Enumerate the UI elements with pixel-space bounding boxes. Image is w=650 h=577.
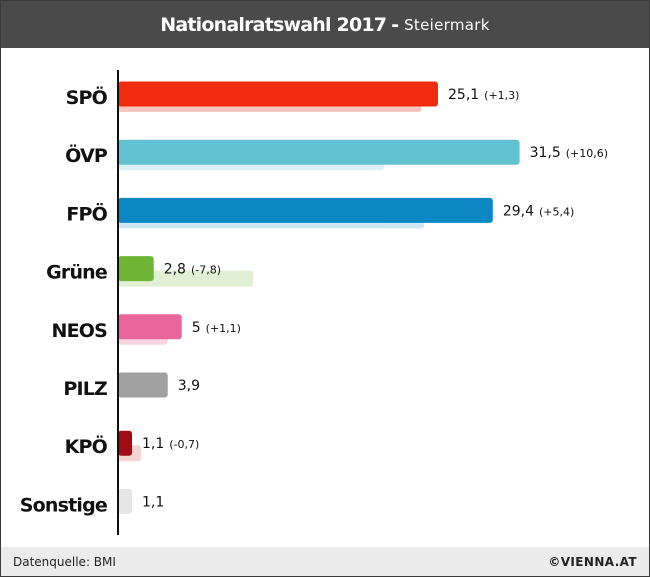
chart-subtitle: Steiermark xyxy=(404,15,490,34)
bar-sonstige xyxy=(118,488,133,514)
title-separator: - xyxy=(391,13,400,36)
category-label-neos: NEOS xyxy=(51,320,107,342)
brand-logo: ©VIENNA.AT xyxy=(548,554,637,569)
value-label-sonstige: 1,1 xyxy=(142,494,164,510)
chart-title: Nationalratswahl 2017 xyxy=(160,13,387,36)
value-number-sonstige: 1,1 xyxy=(142,494,164,510)
value-label-gruene: 2,8 (-7,8) xyxy=(164,262,221,278)
value-number-spoe: 25,1 xyxy=(448,87,479,103)
chart-footer: Datenquelle: BMI ©VIENNA.AT xyxy=(1,547,649,576)
value-label-kpoe: 1,1 (-0,7) xyxy=(142,436,199,452)
change-label-kpoe: (-0,7) xyxy=(169,438,199,451)
category-label-oevp: ÖVP xyxy=(65,143,108,167)
value-label-spoe: 25,1 (+1,3) xyxy=(448,87,519,103)
bar-neos xyxy=(118,314,182,340)
data-source: Datenquelle: BMI xyxy=(13,554,116,569)
chart-header: Nationalratswahl 2017 - Steiermark xyxy=(1,1,649,48)
category-label-sonstige: Sonstige xyxy=(20,494,107,516)
category-label-pilz: PILZ xyxy=(63,378,107,400)
bar-fpoe xyxy=(118,197,493,223)
value-number-fpoe: 29,4 xyxy=(503,203,534,219)
change-label-fpoe: (+5,4) xyxy=(539,205,574,218)
value-number-neos: 5 xyxy=(192,320,201,336)
category-label-spoe: SPÖ xyxy=(66,85,108,109)
value-number-oevp: 31,5 xyxy=(530,145,561,161)
value-number-kpoe: 1,1 xyxy=(142,436,164,452)
category-label-gruene: Grüne xyxy=(46,262,107,284)
bar-chart: SPÖ 25,1 (+1,3) ÖVP 31,5 (+10,6) FPÖ 29,4 (+5,4)… xyxy=(20,70,608,535)
bar-kpoe xyxy=(118,430,133,456)
change-label-gruene: (-7,8) xyxy=(191,264,221,277)
bar-gruene xyxy=(118,256,154,282)
bar-spoe xyxy=(118,81,438,107)
category-label-fpoe: FPÖ xyxy=(66,201,107,225)
change-label-spoe: (+1,3) xyxy=(484,89,519,102)
change-label-oevp: (+10,6) xyxy=(566,147,608,160)
change-label-neos: (+1,1) xyxy=(206,322,241,335)
bar-oevp xyxy=(118,139,520,165)
value-number-pilz: 3,9 xyxy=(178,378,200,394)
value-number-gruene: 2,8 xyxy=(164,262,186,278)
value-label-pilz: 3,9 xyxy=(178,378,200,394)
category-label-kpoe: KPÖ xyxy=(65,434,108,458)
value-label-fpoe: 29,4 (+5,4) xyxy=(503,203,574,219)
bar-pilz xyxy=(118,372,168,398)
value-label-oevp: 31,5 (+10,6) xyxy=(530,145,608,161)
value-label-neos: 5 (+1,1) xyxy=(192,320,241,336)
